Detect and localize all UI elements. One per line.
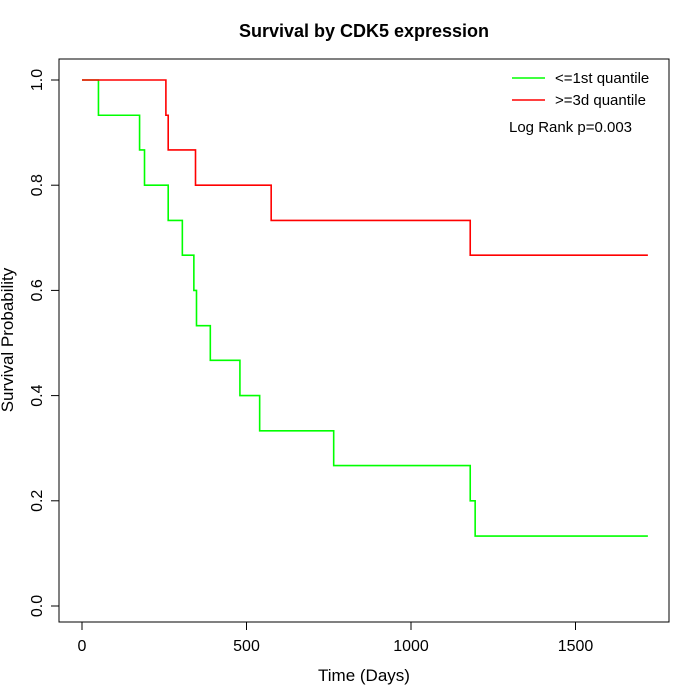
y-tick-label: 0.4 [29, 384, 46, 406]
x-tick-label: 0 [78, 638, 87, 655]
y-axis-title: Survival Probability [0, 267, 17, 412]
series-layer [82, 79, 648, 537]
y-tick-label: 0.0 [29, 595, 46, 617]
x-tick-label: 500 [233, 638, 260, 655]
legend-label-high: >=3d quantile [555, 92, 646, 109]
log-rank-annotation: Log Rank p=0.003 [509, 119, 632, 136]
legend-label-low: <=1st quantile [555, 70, 649, 87]
legend: <=1st quantile >=3d quantile Log Rank p=… [509, 70, 649, 136]
x-tick-label: 1000 [393, 638, 429, 655]
y-axis: 0.0 0.2 0.4 0.6 0.8 1.0 [29, 69, 60, 617]
plot-frame [58, 58, 670, 623]
y-tick-label: 0.8 [29, 174, 46, 196]
series-line-high-quantile [82, 79, 648, 256]
series-line-low-quantile [82, 79, 648, 537]
x-tick-label: 1500 [558, 638, 594, 655]
y-tick-label: 0.2 [29, 490, 46, 512]
chart-title: Survival by CDK5 expression [239, 21, 489, 41]
y-tick-label: 1.0 [29, 69, 46, 91]
y-tick-label: 0.6 [29, 279, 46, 301]
x-axis: 0 500 1000 1500 [78, 621, 594, 655]
x-axis-title: Time (Days) [318, 666, 410, 685]
